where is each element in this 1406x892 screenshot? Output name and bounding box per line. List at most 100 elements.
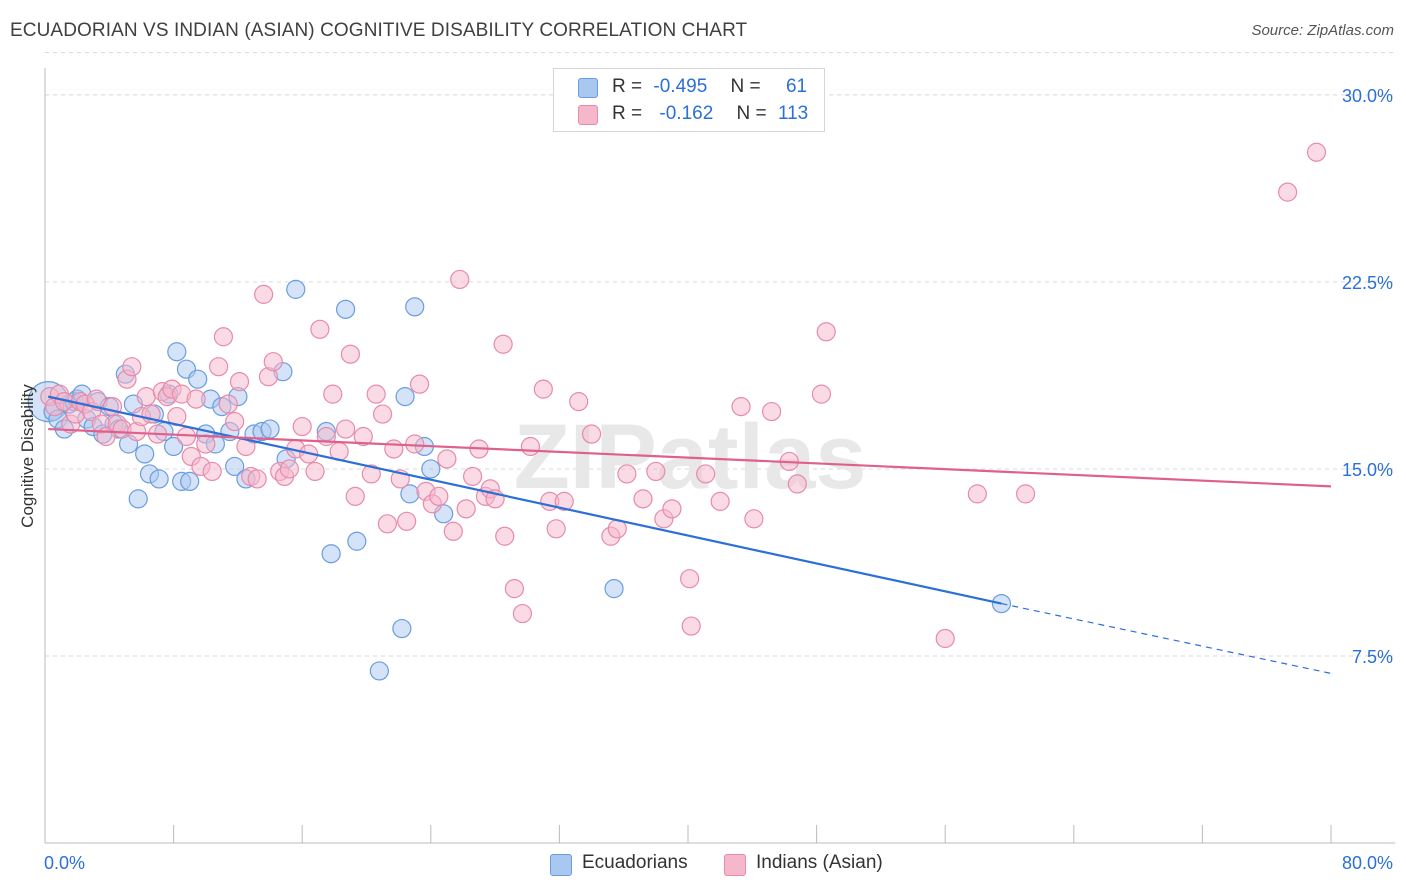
ecuadorian-point: [405, 297, 425, 317]
indian-asian-point: [443, 521, 463, 541]
chart-title: ECUADORIAN VS INDIAN (ASIAN) COGNITIVE D…: [10, 20, 748, 41]
indian-asian-point: [662, 499, 682, 519]
indian-asian-point: [462, 466, 483, 487]
indian-asian-point: [247, 469, 267, 489]
legend-r-label: R =: [612, 103, 643, 124]
ecuadorian-point: [604, 579, 624, 599]
indian-asian-point: [456, 499, 476, 519]
ecuadorian-point: [167, 342, 187, 362]
y-tick-label: 7.5%: [1352, 647, 1393, 667]
ecuadorian-point: [336, 299, 356, 319]
indian-asian-point: [581, 424, 602, 444]
indian-asian-point: [512, 603, 533, 624]
ecuadorian-point: [128, 489, 148, 509]
indian-asian-point: [397, 511, 417, 531]
indian-asian-point: [377, 514, 397, 534]
indian-asian-point: [225, 411, 245, 432]
trend-line-ecuadorians: [47, 395, 1002, 605]
indian-asian-point: [493, 334, 513, 354]
ecuadorian-point: [286, 279, 306, 299]
indian-asian-point: [569, 392, 589, 412]
indian-asian-point: [554, 491, 574, 511]
indian-asian-point: [761, 401, 782, 422]
indian-asian-point: [533, 379, 553, 399]
indian-asian-point: [384, 439, 404, 459]
ecuadorian-point: [369, 661, 389, 681]
indian-asian-point: [696, 464, 716, 484]
indian-asian-point: [546, 519, 566, 539]
legend-swatch-indians-asian: [724, 854, 746, 876]
indian-asian-point: [681, 616, 701, 636]
legend-r-value: -0.495: [653, 76, 708, 97]
indian-asian-point: [967, 484, 987, 504]
trend-line-indians-asian: [48, 427, 1332, 488]
indian-asian-point: [1306, 142, 1327, 162]
legend-n-value: 61: [785, 76, 808, 97]
gridlines: [45, 51, 1395, 657]
indian-asian-point: [292, 416, 312, 437]
legend-n-value: 113: [777, 103, 809, 124]
x-tick-label: 0.0%: [44, 853, 85, 873]
axes: [44, 68, 1395, 844]
tick-labels: 7.5% 15.0% 22.5% 30.0% 0.0% 80.0%: [44, 86, 1393, 873]
ecuadorian-point: [392, 618, 412, 639]
indian-asian-point: [305, 461, 325, 482]
ecuadorian-point: [260, 419, 280, 439]
indian-asian-point: [429, 486, 449, 506]
legend-swatch-indians-asian: [578, 105, 598, 125]
legend-swatch-ecuadorians: [550, 854, 572, 876]
x-tick-label: 80.0%: [1342, 853, 1393, 873]
ecuadorian-point: [395, 387, 415, 407]
ecuadorian-point: [164, 436, 184, 457]
indian-asian-point: [731, 396, 751, 417]
y-tick-label: 15.0%: [1342, 460, 1393, 480]
indian-asian-point: [1015, 484, 1036, 504]
indian-asian-point: [202, 461, 222, 482]
indian-asian-point: [310, 319, 330, 339]
indian-asian-point: [336, 419, 356, 439]
legend-r-value: -0.162: [659, 103, 714, 124]
indian-asian-point: [345, 486, 365, 506]
legend-label-ecuadorians: Ecuadorians: [582, 852, 688, 873]
indian-asian-point: [405, 434, 425, 454]
indian-asian-point: [340, 344, 361, 364]
ecuadorian-point: [149, 469, 169, 489]
ecuadorian-point: [347, 531, 367, 551]
indian-asian-point: [196, 434, 216, 454]
indian-asian-point: [816, 322, 836, 342]
indian-asian-point: [680, 569, 700, 589]
legend-r-label: R =: [612, 76, 643, 97]
ecuadorian-point: [180, 471, 200, 492]
indian-asian-point: [263, 352, 283, 372]
legend-n-label: N =: [730, 76, 761, 97]
indian-asian-point: [229, 372, 250, 392]
source-credit: Source: ZipAtlas.com: [1251, 22, 1394, 39]
indian-asian-point: [353, 426, 373, 447]
indian-asian-point: [935, 628, 955, 649]
indian-asian-point: [787, 474, 807, 494]
indian-asian-point: [1277, 182, 1298, 202]
trend-lines: [47, 395, 1332, 675]
indian-asian-point: [218, 394, 238, 414]
indian-asian-point: [633, 489, 653, 509]
indian-asian-point: [437, 449, 457, 469]
ecuadorian-point: [421, 459, 441, 479]
ecuadorian-point: [321, 544, 341, 564]
indian-asian-point: [122, 357, 142, 377]
trend-line-extension: [1001, 603, 1332, 675]
indian-asian-point: [409, 374, 430, 394]
y-axis-label: Cognitive Disability: [18, 384, 37, 528]
stats-legend: R = -0.495 N = 61 R = -0.162 N = 113: [553, 68, 825, 132]
indian-asian-point: [495, 526, 515, 546]
y-tick-label: 30.0%: [1342, 86, 1393, 106]
indian-asian-point: [617, 464, 637, 484]
ecuadorian-point: [135, 444, 155, 464]
ecuadorian-point: [188, 369, 208, 389]
ecuadorian-point: [225, 456, 245, 477]
indian-asian-point: [710, 491, 730, 511]
indian-asian-point: [744, 509, 764, 529]
indian-asian-point: [279, 459, 299, 479]
legend-label-indians-asian: Indians (Asian): [756, 852, 883, 873]
legend-n-label: N =: [736, 103, 767, 124]
